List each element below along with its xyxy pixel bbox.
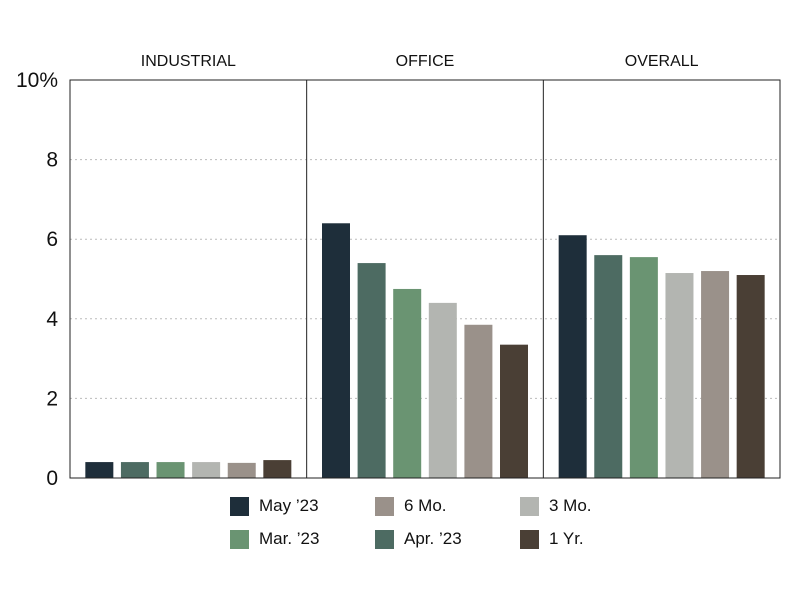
bar-overall-4 <box>701 271 730 478</box>
legend-swatch <box>520 529 539 549</box>
bar-office-3 <box>428 302 457 478</box>
legend-label: Apr. ’23 <box>404 529 462 548</box>
bar-overall-1 <box>594 255 623 478</box>
legend-swatch <box>230 496 249 516</box>
panel-title: OFFICE <box>396 53 455 70</box>
panel-frames <box>69 79 781 479</box>
bar-industrial-4 <box>227 462 256 478</box>
legend-label: 6 Mo. <box>404 496 447 515</box>
plot-frame <box>69 79 781 479</box>
y-tick-label: 10% <box>16 69 58 92</box>
legend-item: 6 Mo. <box>375 496 447 516</box>
y-tick-label: 2 <box>46 387 58 410</box>
panel-title: OVERALL <box>625 53 699 70</box>
gridlines <box>70 159 780 399</box>
legend-label: May ’23 <box>259 496 319 515</box>
bar-overall-2 <box>629 257 658 478</box>
y-tick-label: 0 <box>46 467 58 490</box>
panel-titles: INDUSTRIAL OFFICE OVERALL <box>141 53 699 70</box>
bar-office-4 <box>464 324 493 478</box>
bars <box>85 223 765 478</box>
bar-office-2 <box>393 288 422 478</box>
legend-swatch <box>375 529 394 549</box>
y-tick-label: 4 <box>46 308 58 331</box>
legend-item: 1 Yr. <box>520 529 584 549</box>
bar-industrial-3 <box>192 462 221 478</box>
y-tick-label: 6 <box>46 228 58 251</box>
legend-swatch <box>230 529 249 549</box>
y-axis: 0 2 4 6 8 10% <box>16 69 58 490</box>
legend-label: 3 Mo. <box>549 496 592 515</box>
bar-industrial-0 <box>85 462 114 478</box>
legend-item: Mar. ’23 <box>230 529 319 549</box>
legend-item: Apr. ’23 <box>375 529 462 549</box>
bar-overall-0 <box>558 235 587 478</box>
legend-label: Mar. ’23 <box>259 529 320 548</box>
legend: May ’23 Mar. ’23 6 Mo. Apr. ’23 3 Mo. 1 Yr. <box>230 496 650 556</box>
panel-title: INDUSTRIAL <box>141 53 236 70</box>
bar-office-0 <box>322 223 350 478</box>
bar-overall-3 <box>665 273 694 478</box>
bar-office-5 <box>500 344 528 478</box>
bar-industrial-2 <box>156 462 185 478</box>
bar-industrial-1 <box>120 462 149 478</box>
legend-label: 1 Yr. <box>549 529 584 548</box>
bar-overall-5 <box>736 275 765 478</box>
legend-swatch <box>375 496 394 516</box>
legend-item: 3 Mo. <box>520 496 592 516</box>
y-tick-label: 8 <box>46 149 58 172</box>
bar-office-1 <box>357 263 386 478</box>
bar-industrial-5 <box>263 460 292 478</box>
legend-item: May ’23 <box>230 496 319 516</box>
legend-swatch <box>520 496 539 516</box>
